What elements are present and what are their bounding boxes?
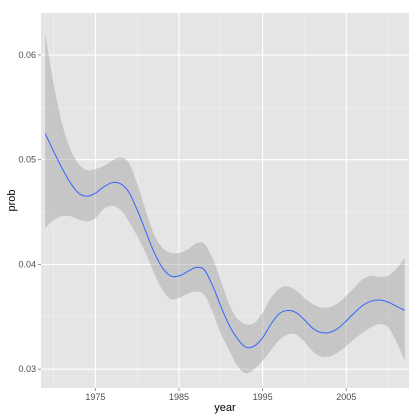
y-axis-title: prob [6, 189, 18, 211]
x-tick-label: 1975 [85, 392, 105, 402]
x-axis-title: year [214, 402, 236, 414]
x-tick-label: 2005 [336, 392, 356, 402]
confidence-ribbon [45, 33, 405, 374]
y-tick-label: 0.03 [18, 364, 36, 374]
y-tick-label: 0.06 [18, 50, 36, 60]
trend-line [44, 133, 406, 349]
grid-major [41, 13, 409, 388]
y-tick-label: 0.05 [18, 155, 36, 165]
y-tick-label: 0.04 [18, 259, 36, 269]
x-tick-label: 1995 [253, 392, 273, 402]
y-axis-ticks: 0.03 0.04 0.05 0.06 [18, 50, 41, 374]
x-axis-ticks: 1975 1985 1995 2005 [85, 388, 356, 402]
plot-panel [41, 13, 409, 388]
x-tick-label: 1985 [169, 392, 189, 402]
